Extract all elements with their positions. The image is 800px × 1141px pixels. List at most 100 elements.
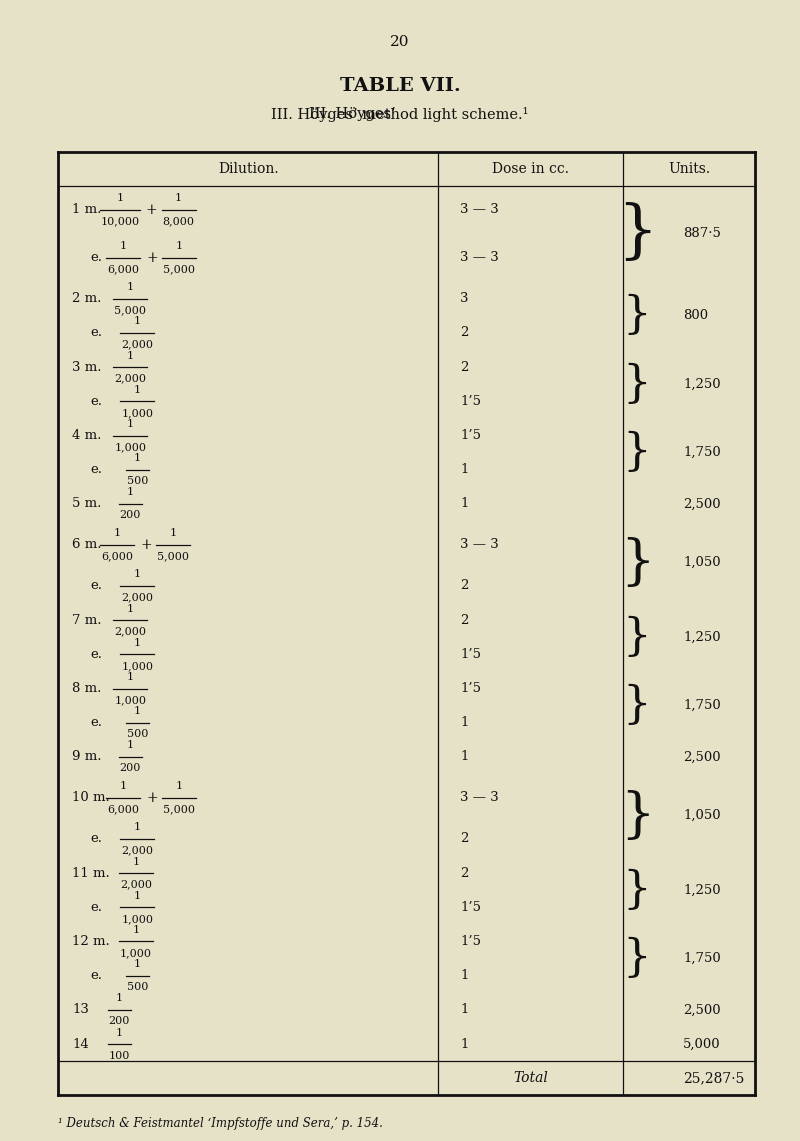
Text: 6,000: 6,000 (107, 265, 139, 274)
Text: }: } (617, 203, 658, 265)
Text: e.: e. (90, 833, 102, 845)
Text: e.: e. (90, 251, 102, 265)
Text: 1: 1 (127, 604, 134, 614)
Text: 1: 1 (127, 350, 134, 361)
Text: e.: e. (90, 717, 102, 729)
Text: 5,000: 5,000 (158, 551, 190, 561)
Text: 2: 2 (461, 361, 469, 373)
Text: }: } (623, 294, 651, 338)
Text: 500: 500 (126, 982, 148, 993)
Text: 1: 1 (134, 453, 141, 463)
Text: 1: 1 (461, 717, 469, 729)
Text: 1: 1 (134, 638, 141, 648)
Text: 1: 1 (461, 969, 469, 982)
Text: 1,000: 1,000 (122, 914, 154, 924)
Text: 1: 1 (134, 706, 141, 717)
Text: III. Höyges’ method light scheme.¹: III. Höyges’ method light scheme.¹ (271, 106, 529, 121)
Text: 1’5: 1’5 (461, 395, 482, 407)
Text: 1: 1 (134, 960, 141, 969)
Text: 3 — 3: 3 — 3 (461, 539, 499, 551)
Text: 6,000: 6,000 (102, 551, 134, 561)
Text: +: + (146, 203, 158, 217)
Text: 1’5: 1’5 (461, 682, 482, 695)
Text: 2: 2 (461, 614, 469, 626)
Text: 1’5: 1’5 (461, 648, 482, 661)
Text: 1: 1 (132, 857, 139, 867)
Text: }: } (623, 683, 651, 727)
Text: 5,000: 5,000 (683, 1037, 721, 1051)
Text: 1: 1 (134, 385, 141, 395)
Text: 1: 1 (134, 316, 141, 326)
Text: 2,000: 2,000 (122, 845, 154, 856)
Text: 1,250: 1,250 (683, 883, 721, 897)
Text: e.: e. (90, 463, 102, 476)
Text: }: } (620, 790, 654, 842)
Text: 1: 1 (127, 282, 134, 292)
Text: 5 m.: 5 m. (73, 497, 102, 510)
Text: +: + (146, 791, 158, 804)
Text: 200: 200 (120, 763, 141, 774)
Text: 1,750: 1,750 (683, 446, 721, 459)
Text: 1,000: 1,000 (120, 948, 152, 958)
Text: 1,250: 1,250 (683, 631, 721, 644)
Text: 1: 1 (461, 497, 469, 510)
Text: 1,000: 1,000 (114, 695, 146, 705)
Text: 1: 1 (132, 925, 139, 934)
Text: +: + (146, 251, 158, 265)
Text: e.: e. (90, 900, 102, 914)
Text: }: } (623, 937, 651, 980)
Text: 1,750: 1,750 (683, 952, 721, 965)
Text: 500: 500 (126, 476, 148, 486)
Text: e.: e. (90, 648, 102, 661)
Text: 2: 2 (461, 867, 469, 880)
Text: 2,000: 2,000 (114, 626, 146, 637)
Text: 1: 1 (127, 487, 134, 497)
Text: 1: 1 (116, 994, 123, 1003)
Text: 1,050: 1,050 (683, 809, 721, 822)
Text: TABLE VII.: TABLE VII. (340, 76, 460, 95)
Text: 1: 1 (175, 194, 182, 203)
Text: Total: Total (514, 1071, 548, 1085)
Text: 2: 2 (461, 326, 469, 340)
Text: }: } (623, 363, 651, 406)
Text: 1,000: 1,000 (122, 661, 154, 671)
Text: 7 m.: 7 m. (73, 614, 102, 626)
Text: 800: 800 (683, 309, 708, 323)
Text: 2,000: 2,000 (122, 340, 154, 349)
Text: 1: 1 (461, 1003, 469, 1017)
Text: 2,000: 2,000 (114, 373, 146, 383)
Text: }: } (623, 431, 651, 475)
Text: 8,000: 8,000 (162, 217, 194, 226)
Text: 10,000: 10,000 (101, 217, 139, 226)
Text: 500: 500 (126, 729, 148, 739)
Text: }: } (623, 616, 651, 658)
Text: III. Höyges’: III. Höyges’ (309, 107, 400, 121)
Text: 6 m.: 6 m. (73, 539, 102, 551)
Text: 2,500: 2,500 (683, 1003, 721, 1017)
Text: 5,000: 5,000 (114, 306, 146, 315)
Text: 1: 1 (461, 751, 469, 763)
Text: 1’5: 1’5 (461, 934, 482, 948)
Text: 3 — 3: 3 — 3 (461, 203, 499, 217)
Text: 20: 20 (390, 35, 410, 49)
Text: 1: 1 (176, 782, 183, 792)
Text: 2 m.: 2 m. (73, 292, 102, 306)
Text: 2,500: 2,500 (683, 497, 721, 510)
Text: e.: e. (90, 326, 102, 340)
Text: 2,000: 2,000 (120, 880, 152, 890)
Text: 1: 1 (134, 569, 141, 580)
Text: 1: 1 (127, 672, 134, 682)
Text: 2,000: 2,000 (122, 592, 154, 602)
Text: 1: 1 (116, 1028, 123, 1037)
Text: 200: 200 (120, 510, 141, 520)
Text: Dose in cc.: Dose in cc. (492, 162, 570, 176)
Text: 9 m.: 9 m. (73, 751, 102, 763)
Text: ¹ Deutsch & Feistmantel ‘Impfstoffe und Sera,’ p. 154.: ¹ Deutsch & Feistmantel ‘Impfstoffe und … (58, 1117, 383, 1131)
Text: Dilution.: Dilution. (218, 162, 278, 176)
Text: 11 m.: 11 m. (73, 867, 110, 880)
Text: 1: 1 (127, 741, 134, 751)
Text: 1 m.: 1 m. (73, 203, 102, 217)
Text: 2: 2 (461, 580, 469, 592)
Text: 1: 1 (134, 891, 141, 900)
Text: 1: 1 (170, 528, 177, 539)
